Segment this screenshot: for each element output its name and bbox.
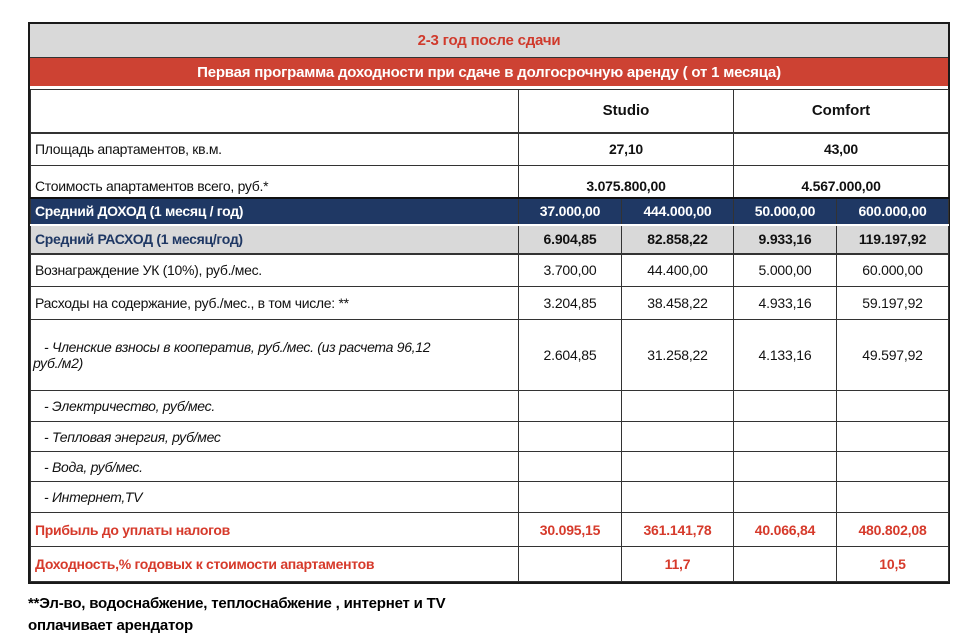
value-cell [518,481,622,513]
value-cell: 6.904,85 [518,223,622,255]
row-label: - Вода, руб/мес. [30,451,519,482]
value-cell: 480.802,08 [835,512,950,547]
value-cell [621,451,734,482]
value-cell: 3.075.800,00 [518,165,734,198]
row-label: Доходность,% годовых к стоимости апартам… [30,546,519,582]
value-cell [518,451,622,482]
row-expense: Средний РАСХОД (1 месяц/год) 6.904,85 82… [30,223,950,255]
value-cell: 44.400,00 [621,253,734,287]
value-cell: 3.204,85 [518,286,622,320]
value-cell [518,390,622,422]
row-yield: Доходность,% годовых к стоимости апартам… [30,546,950,582]
value-cell: 31.258,22 [621,319,734,391]
row-maintenance: Расходы на содержание, руб./мес., в том … [30,286,950,320]
value-cell: 60.000,00 [835,253,950,287]
row-label: - Электричество, руб/мес. [30,390,519,422]
value-cell: 4.133,16 [733,319,837,391]
value-cell: 444.000,00 [621,196,734,225]
value-cell: 10,5 [835,546,950,582]
value-cell [835,390,950,422]
row-coop-fee: - Членские взносы в кооператив, руб./мес… [30,319,950,391]
value-cell: 59.197,92 [835,286,950,320]
value-cell [518,546,622,582]
row-profit: Прибыль до уплаты налогов 30.095,15 361.… [30,512,950,547]
value-cell: 361.141,78 [621,512,734,547]
income-program-table: 2-3 год после сдачи Первая программа дох… [28,22,950,584]
column-header-row: Studio Comfort [30,89,950,134]
value-cell [835,421,950,452]
row-income: Средний ДОХОД (1 месяц / год) 37.000,00 … [30,196,950,225]
value-cell: 40.066,84 [733,512,837,547]
value-cell [733,421,837,452]
row-label: Прибыль до уплаты налогов [30,512,519,547]
footnote: **Эл-во, водоснабжение, теплоснабжение ,… [28,595,446,634]
row-label: Средний ДОХОД (1 месяц / год) [30,196,519,225]
banner-gap [30,86,948,89]
column-header-studio: Studio [518,89,734,134]
row-label: Вознаграждение УК (10%), руб./мес. [30,253,519,287]
value-cell: 43,00 [732,132,950,166]
row-uk-fee: Вознаграждение УК (10%), руб./мес. 3.700… [30,253,950,287]
value-cell: 4.567.000,00 [732,165,950,198]
value-cell: 3.700,00 [518,253,622,287]
row-label: - Тепловая энергия, руб/мес [30,421,519,452]
period-title-band: 2-3 год после сдачи [30,24,948,58]
program-title-banner: Первая программа доходности при сдаче в … [30,58,948,86]
value-cell [621,390,734,422]
value-cell: 50.000,00 [733,196,837,225]
value-cell: 82.858,22 [621,223,734,255]
header-empty-cell [30,89,519,134]
value-cell: 5.000,00 [733,253,837,287]
data-table: Studio Comfort Площадь апартаментов, кв.… [30,89,950,582]
row-label: - Интернет,TV [30,481,519,513]
value-cell: 11,7 [621,546,734,582]
value-cell: 37.000,00 [518,196,622,225]
value-cell: 4.933,16 [733,286,837,320]
row-area: Площадь апартаментов, кв.м. 27,10 43,00 [30,132,950,166]
program-title: Первая программа доходности при сдаче в … [197,63,781,81]
row-label: Средний РАСХОД (1 месяц/год) [30,223,519,255]
row-label: Стоимость апартаментов всего, руб.* [30,165,519,198]
value-cell [835,481,950,513]
period-title: 2-3 год после сдачи [417,32,561,49]
column-header-comfort: Comfort [732,89,950,134]
value-cell [835,451,950,482]
value-cell [621,421,734,452]
row-label: Расходы на содержание, руб./мес., в том … [30,286,519,320]
value-cell [733,451,837,482]
value-cell [733,390,837,422]
value-cell [733,546,837,582]
row-internet: - Интернет,TV [30,481,950,513]
value-cell: 2.604,85 [518,319,622,391]
value-cell: 600.000,00 [835,196,950,225]
value-cell: 27,10 [518,132,734,166]
row-water: - Вода, руб/мес. [30,451,950,482]
value-cell [621,481,734,513]
value-cell: 49.597,92 [835,319,950,391]
row-heating: - Тепловая энергия, руб/мес [30,421,950,452]
value-cell [518,421,622,452]
value-cell: 38.458,22 [621,286,734,320]
row-electricity: - Электричество, руб/мес. [30,390,950,422]
value-cell: 9.933,16 [733,223,837,255]
row-label: Площадь апартаментов, кв.м. [30,132,519,166]
value-cell: 30.095,15 [518,512,622,547]
row-cost: Стоимость апартаментов всего, руб.* 3.07… [30,165,950,198]
row-label: - Членские взносы в кооператив, руб./мес… [30,319,519,391]
value-cell [733,481,837,513]
value-cell: 119.197,92 [835,223,950,255]
